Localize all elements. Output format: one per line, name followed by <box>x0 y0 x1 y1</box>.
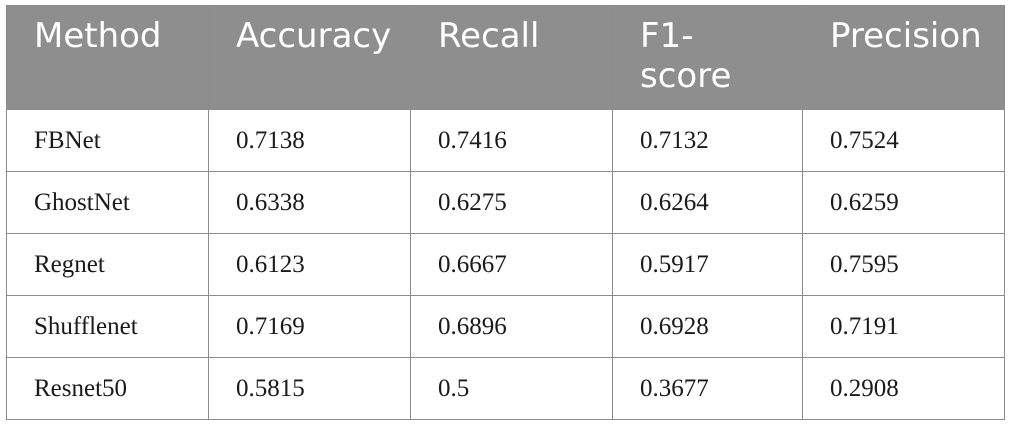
cell-precision: 0.2908 <box>802 357 1005 420</box>
cell-f1-score: 0.6928 <box>612 295 803 358</box>
cell-method: Shufflenet <box>6 295 209 358</box>
cell-recall: 0.6896 <box>410 295 613 358</box>
cell-recall: 0.7416 <box>410 109 613 172</box>
cell-f1-score: 0.5917 <box>612 233 803 296</box>
header-accuracy: Accuracy <box>208 5 411 110</box>
table-body: FBNet 0.7138 0.7416 0.7132 0.7524 GhostN… <box>6 109 1005 420</box>
header-method: Method <box>6 5 209 110</box>
cell-f1-score: 0.6264 <box>612 171 803 234</box>
cell-f1-score: 0.3677 <box>612 357 803 420</box>
cell-precision: 0.7524 <box>802 109 1005 172</box>
cell-accuracy: 0.5815 <box>208 357 411 420</box>
cell-precision: 0.7191 <box>802 295 1005 358</box>
cell-recall: 0.5 <box>410 357 613 420</box>
table-row: Resnet50 0.5815 0.5 0.3677 0.2908 <box>6 357 1005 420</box>
cell-recall: 0.6667 <box>410 233 613 296</box>
cell-precision: 0.6259 <box>802 171 1005 234</box>
table-row: FBNet 0.7138 0.7416 0.7132 0.7524 <box>6 109 1005 172</box>
header-row: Method Accuracy Recall F1- score Precisi… <box>6 5 1005 110</box>
cell-accuracy: 0.7169 <box>208 295 411 358</box>
table-row: Regnet 0.6123 0.6667 0.5917 0.7595 <box>6 233 1005 296</box>
cell-accuracy: 0.6123 <box>208 233 411 296</box>
cell-accuracy: 0.7138 <box>208 109 411 172</box>
cell-recall: 0.6275 <box>410 171 613 234</box>
cell-precision: 0.7595 <box>802 233 1005 296</box>
table-row: GhostNet 0.6338 0.6275 0.6264 0.6259 <box>6 171 1005 234</box>
cell-method: Resnet50 <box>6 357 209 420</box>
cell-method: GhostNet <box>6 171 209 234</box>
cell-method: Regnet <box>6 233 209 296</box>
header-recall: Recall <box>410 5 613 110</box>
table-row: Shufflenet 0.7169 0.6896 0.6928 0.7191 <box>6 295 1005 358</box>
results-table: Method Accuracy Recall F1- score Precisi… <box>6 5 1005 420</box>
cell-accuracy: 0.6338 <box>208 171 411 234</box>
header-f1-score: F1- score <box>612 5 803 110</box>
cell-method: FBNet <box>6 109 209 172</box>
cell-f1-score: 0.7132 <box>612 109 803 172</box>
table-header: Method Accuracy Recall F1- score Precisi… <box>6 5 1005 110</box>
header-precision: Precision <box>802 5 1005 110</box>
